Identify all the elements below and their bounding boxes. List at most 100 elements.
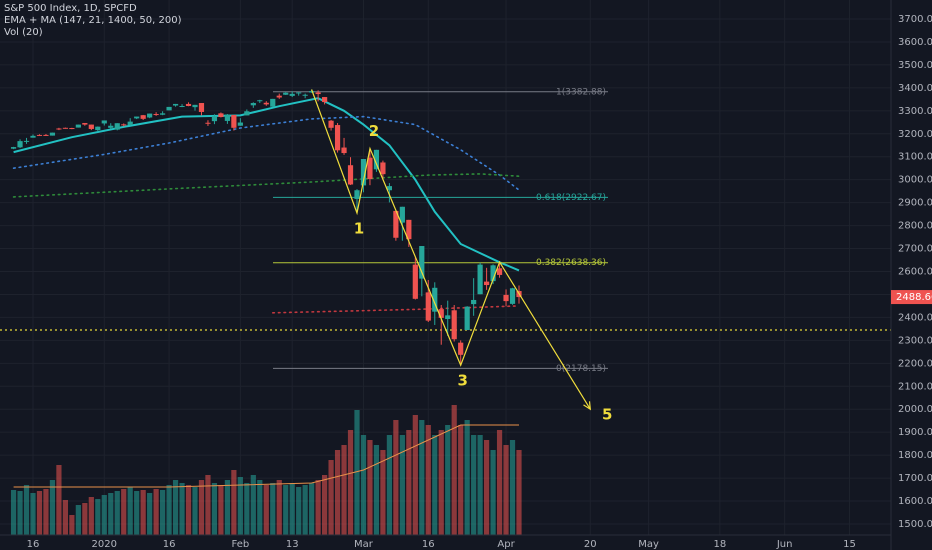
candle-body <box>399 206 405 223</box>
candle-body <box>17 141 23 148</box>
volume-bar <box>95 499 101 535</box>
volume-bar <box>198 480 205 535</box>
x-tick-label: 18 <box>714 539 727 550</box>
candle-body <box>82 122 88 125</box>
volume-bar <box>432 435 438 535</box>
volume-bar <box>386 435 392 535</box>
candle-body <box>283 92 289 95</box>
candle-body <box>412 264 418 299</box>
x-tick-label: May <box>638 539 659 550</box>
candle-body <box>296 92 302 94</box>
volume-bar <box>509 440 516 535</box>
candle-body <box>425 292 431 321</box>
y-tick-label: 3300.00 <box>898 106 932 117</box>
candle-body <box>88 124 94 129</box>
volume-bar <box>231 470 237 535</box>
candle-body <box>36 134 43 136</box>
volume-bar <box>166 485 172 535</box>
volume-bar <box>296 487 302 535</box>
candle-body <box>276 95 282 98</box>
volume-bar <box>179 483 185 535</box>
wave-label: 1 <box>354 219 364 237</box>
volume-bar <box>438 430 444 535</box>
volume-ma <box>13 424 519 488</box>
candle-body <box>438 309 444 318</box>
candle-body <box>496 268 503 275</box>
volume-pane <box>10 405 522 535</box>
candle-body <box>56 128 62 130</box>
candle-body <box>134 116 140 119</box>
candle-body <box>341 147 347 154</box>
candle-body <box>445 315 451 320</box>
volume-bar <box>471 435 477 535</box>
y-tick-label: 2200.00 <box>898 358 932 369</box>
volume-bar <box>185 485 192 535</box>
fib-label: 1(3382.88) <box>556 87 606 97</box>
volume-bar <box>341 445 347 535</box>
volume-bar <box>101 495 107 535</box>
y-tick-label: 2000.00 <box>898 404 932 415</box>
y-tick-label: 3400.00 <box>898 83 932 94</box>
x-tick-label: 13 <box>286 539 299 550</box>
volume-bar <box>62 500 68 535</box>
volume-bar <box>205 475 211 535</box>
wave-path <box>311 89 591 410</box>
candle-body <box>509 288 516 304</box>
candle-body <box>127 121 133 126</box>
price-tag <box>891 290 932 305</box>
volume-bar <box>147 493 153 535</box>
volume-bar <box>108 493 114 535</box>
indicator-line <box>12 173 520 198</box>
volume-bar <box>425 425 431 535</box>
candle-body <box>62 127 68 129</box>
y-tick-label: 3700.00 <box>898 14 932 25</box>
volume-bar <box>380 450 386 535</box>
volume-bar <box>354 410 360 535</box>
candle-body <box>373 149 380 170</box>
candle-body <box>23 140 30 142</box>
x-tick-label: Apr <box>497 539 515 550</box>
volume-bar <box>23 485 30 535</box>
candle-body <box>114 123 120 130</box>
volume-bar <box>75 505 81 535</box>
price-pane: 1(3382.88) 0.618(2922.67) 0.382(2638.36) 0(… <box>0 87 891 424</box>
volume-bar <box>477 435 483 535</box>
candle-body <box>166 106 172 111</box>
candle-body <box>289 93 295 96</box>
candle-body <box>211 116 218 122</box>
volume-bar <box>360 435 367 535</box>
candle-body <box>484 281 490 286</box>
volume-bar <box>484 440 490 535</box>
x-tick-label: Feb <box>232 539 250 550</box>
price-tag-label: 2488.66 <box>896 292 932 303</box>
indicator-line <box>12 115 520 191</box>
wave-arrowhead <box>583 401 592 411</box>
y-tick-label: 1500.00 <box>898 519 932 530</box>
volume-bar <box>276 480 282 535</box>
candle-body <box>315 92 321 95</box>
candle-body <box>205 122 211 124</box>
wave-label: 5 <box>602 406 612 424</box>
candle-body <box>419 246 425 279</box>
candle-body <box>354 190 360 199</box>
y-tick-label: 3000.00 <box>898 175 932 186</box>
volume-bar <box>458 425 464 535</box>
x-tick-label: 15 <box>843 539 856 550</box>
volume-bar <box>49 480 56 535</box>
volume-bar <box>17 491 23 535</box>
volume-bar <box>69 515 75 535</box>
candle-body <box>334 125 341 151</box>
volume-title: Vol (20) <box>4 27 43 38</box>
volume-bar <box>82 503 88 535</box>
candle-body <box>237 122 243 126</box>
y-tick-label: 1600.00 <box>898 496 932 507</box>
y-tick-label: 3600.00 <box>898 37 932 48</box>
fib-label: 0.382(2638.36) <box>536 258 606 268</box>
candle-body <box>140 115 146 119</box>
candle-body <box>503 294 509 302</box>
volume-bar <box>127 487 133 535</box>
symbol-title: S&P 500 Index, 1D, SPCFD <box>4 3 137 14</box>
x-tick-label: 2020 <box>92 539 117 550</box>
candle-body <box>347 165 354 185</box>
